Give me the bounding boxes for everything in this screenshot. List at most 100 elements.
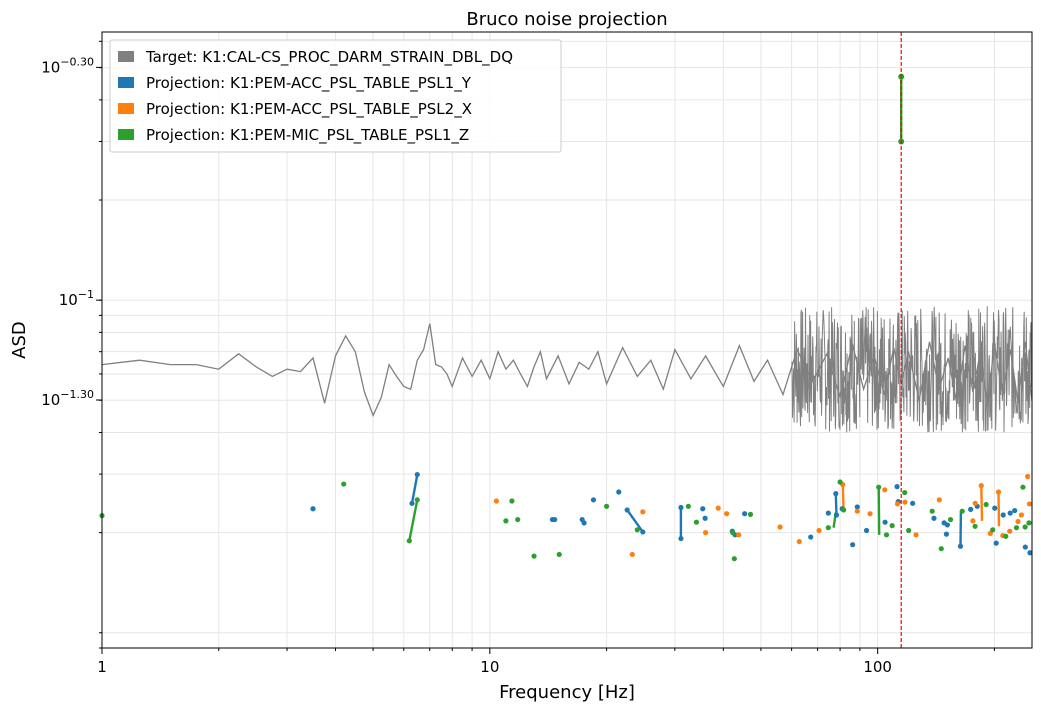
projection-point xyxy=(883,532,890,538)
chart-title: Bruco noise projection xyxy=(466,9,667,30)
projection-point xyxy=(310,506,316,512)
projection-point xyxy=(882,519,888,525)
legend-swatch xyxy=(118,77,134,88)
projection-point xyxy=(850,542,856,548)
projection-point xyxy=(702,515,708,521)
projection-point xyxy=(640,509,646,515)
projection-point xyxy=(833,491,839,497)
projection-point xyxy=(1022,544,1028,550)
projection-point xyxy=(747,511,754,517)
projection-point xyxy=(1022,524,1028,530)
projection-point xyxy=(947,516,954,523)
legend-label: Projection: K1:PEM-ACC_PSL_TABLE_PSL1_Y xyxy=(146,74,472,93)
projection-point xyxy=(742,511,748,517)
projection-point xyxy=(993,540,999,546)
projection-point xyxy=(867,511,873,517)
projection-point xyxy=(943,531,950,537)
projection-point xyxy=(972,500,978,506)
projection-point xyxy=(995,489,1002,495)
legend-label: Target: K1:CAL-CS_PROC_DARM_STRAIN_DBL_D… xyxy=(145,48,513,67)
projection-point xyxy=(678,535,684,542)
projection-point xyxy=(796,538,802,545)
projection-point xyxy=(731,556,737,562)
projection-point xyxy=(409,500,415,506)
projection-line xyxy=(626,509,644,533)
projection-point xyxy=(715,505,721,511)
projection-point xyxy=(1003,533,1009,539)
projection-point xyxy=(825,525,831,531)
projection-line xyxy=(877,487,881,535)
legend-box xyxy=(109,39,562,153)
projection-point xyxy=(702,530,709,536)
projection-point xyxy=(700,506,706,512)
projection-point xyxy=(1007,528,1013,534)
projection-point xyxy=(556,551,562,558)
projection-point xyxy=(616,489,622,495)
projection-point xyxy=(634,527,640,533)
projection-point xyxy=(889,523,895,529)
projection-point xyxy=(944,522,951,528)
projection-point xyxy=(990,527,996,533)
projection-point xyxy=(957,543,964,549)
projection-point xyxy=(693,519,700,525)
plot-area xyxy=(99,32,1033,648)
projection-point xyxy=(1027,550,1033,556)
y-axis-label: ASD xyxy=(9,321,30,359)
x-tick-label: 1 xyxy=(97,658,107,676)
projection-point xyxy=(590,497,597,503)
projection-point xyxy=(1020,484,1026,490)
projection-point xyxy=(910,500,916,506)
projection-point xyxy=(603,503,610,509)
projection-point xyxy=(730,530,736,536)
projection-point xyxy=(1013,525,1020,531)
projection-line xyxy=(980,485,984,521)
projection-point xyxy=(894,484,900,490)
projection-point xyxy=(992,505,998,511)
projection-point xyxy=(906,527,912,534)
x-tick-label: 10 xyxy=(480,658,499,676)
projection-point xyxy=(678,504,684,511)
target-asd-dense xyxy=(791,306,1033,433)
projection-point xyxy=(968,506,974,512)
x-tick-label: 100 xyxy=(863,658,892,676)
projection-point xyxy=(970,518,976,524)
projection-point xyxy=(833,512,840,518)
projection-point xyxy=(936,497,942,503)
target-asd-line xyxy=(101,323,1033,418)
projection-line xyxy=(997,491,1001,527)
projection-point xyxy=(552,516,558,523)
projection-point xyxy=(972,523,978,529)
projection-point xyxy=(808,534,814,540)
projection-point xyxy=(894,501,901,507)
projection-point xyxy=(913,532,919,538)
projection-point xyxy=(493,498,500,504)
projection-point xyxy=(503,518,509,524)
y-tick-label: 10−1 xyxy=(59,288,94,309)
projection-point xyxy=(929,508,935,514)
projection-point xyxy=(406,538,412,544)
y-tick-label: 10−1.30 xyxy=(41,388,94,409)
projection-point xyxy=(509,498,515,504)
projection-point xyxy=(581,520,587,526)
projection-point xyxy=(515,516,521,523)
projection-point xyxy=(902,499,908,505)
projection-point xyxy=(1026,501,1033,507)
projection-point xyxy=(863,527,870,534)
projection-point xyxy=(414,471,420,478)
projection-point xyxy=(341,481,347,487)
projection-point xyxy=(841,507,847,513)
projection-line xyxy=(841,484,845,511)
projection-point xyxy=(854,508,860,514)
x-axis-label: Frequency [Hz] xyxy=(499,682,635,703)
y-tick-label: 10−0.30 xyxy=(41,55,94,76)
legend-swatch xyxy=(118,103,134,114)
legend-swatch xyxy=(118,51,134,62)
legend: Target: K1:CAL-CS_PROC_DARM_STRAIN_DBL_D… xyxy=(109,39,562,153)
projection-point xyxy=(978,483,984,489)
projection-point xyxy=(882,487,888,493)
projection-point xyxy=(777,524,783,530)
projection-line xyxy=(408,499,419,542)
legend-label: Projection: K1:PEM-ACC_PSL_TABLE_PSL2_X xyxy=(146,100,472,119)
projection-point xyxy=(1007,510,1013,516)
